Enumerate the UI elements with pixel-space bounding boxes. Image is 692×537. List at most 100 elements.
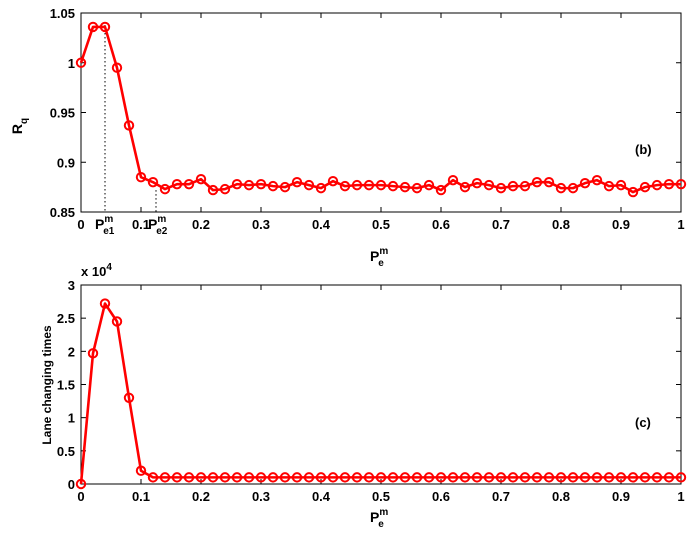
data-point: [123, 392, 135, 403]
data-point: [387, 472, 399, 483]
x-tick-label: 0.4: [312, 489, 331, 504]
data-point: [615, 179, 627, 191]
data-point: [99, 298, 111, 309]
x-tick-label: 0.1: [132, 217, 150, 232]
data-point: [459, 472, 471, 483]
x-tick-label: 0.5: [372, 489, 390, 504]
series-group: [75, 298, 687, 490]
data-point: [459, 181, 471, 193]
x-tick-label: 0.3: [252, 489, 270, 504]
data-point: [591, 174, 603, 186]
x-tick-label: 0.7: [492, 489, 510, 504]
data-point: [75, 478, 87, 490]
data-point: [243, 179, 255, 191]
data-point: [435, 184, 447, 196]
x-axis-label-sub: e: [378, 258, 384, 269]
data-point: [195, 472, 207, 483]
y-tick-label: 0: [68, 477, 75, 492]
y-tick-label: 1.5: [57, 378, 75, 393]
data-point: [363, 179, 375, 191]
data-point: [471, 177, 483, 189]
y-tick-label: 0.9: [57, 155, 75, 170]
data-point: [171, 472, 183, 483]
x-tick-label: 0: [77, 217, 84, 232]
data-point: [399, 472, 411, 483]
data-point: [255, 178, 267, 190]
multiplier-label: x 104: [81, 262, 112, 279]
data-point: [231, 472, 243, 483]
data-point: [507, 180, 519, 192]
y-axis-label: Lane changing times: [40, 325, 54, 445]
data-point: [483, 179, 495, 191]
data-point: [279, 181, 291, 193]
data-point: [603, 472, 615, 483]
annotation-label-main: P: [95, 216, 104, 232]
x-axis-label-main: P: [370, 509, 379, 525]
x-tick-label: 0.9: [612, 217, 630, 232]
data-point: [123, 120, 135, 131]
data-point: [615, 472, 627, 483]
data-point: [147, 472, 159, 483]
data-point: [327, 175, 339, 187]
annotation-label-sup: m: [104, 214, 113, 225]
data-point: [495, 182, 507, 194]
annotation-label: Pm e2: [148, 214, 168, 237]
x-tick-label: 0.6: [432, 217, 450, 232]
x-axis-label: Pm e: [370, 246, 388, 269]
data-point: [675, 178, 687, 190]
chart-panel-b: 0 0.1 0.2 0.3 0.4 0.5 0.6 0.7 0.8 0.9 1 0.85 0.9 0.95…: [9, 6, 687, 269]
data-point: [171, 178, 183, 190]
x-tick-label: 0.6: [432, 489, 450, 504]
data-point: [639, 181, 651, 193]
data-point: [135, 171, 147, 183]
data-point: [663, 472, 675, 483]
data-point: [75, 57, 87, 68]
data-point: [363, 472, 375, 483]
chart-panel-c: 0 0.1 0.2 0.3 0.4 0.5 0.6 0.7 0.8 0.9 1 0 0.5 1 1.5 2 2.…: [40, 262, 687, 530]
y-tick-label: 1: [68, 56, 75, 71]
data-point: [603, 180, 615, 192]
data-point: [207, 184, 219, 196]
y-axis-label-sub: q: [19, 118, 30, 124]
data-point: [675, 472, 687, 483]
x-tick-label: 0.8: [552, 217, 570, 232]
x-tick-label: 0.4: [312, 217, 331, 232]
data-point: [423, 472, 435, 483]
data-point: [303, 472, 315, 483]
data-point: [519, 472, 531, 483]
data-point: [579, 177, 591, 189]
data-point: [471, 472, 483, 483]
data-point: [291, 472, 303, 483]
data-point: [303, 179, 315, 191]
y-tick-label: 3: [68, 278, 75, 293]
annotation-label: Pm e1: [95, 214, 115, 237]
multiplier-main: x 10: [81, 264, 106, 279]
data-point: [207, 472, 219, 483]
y-tick-label: 2.5: [57, 311, 75, 326]
data-point: [87, 348, 99, 359]
x-tick-label: 0.7: [492, 217, 510, 232]
data-point: [519, 180, 531, 192]
data-point: [567, 182, 579, 194]
data-point: [243, 472, 255, 483]
x-tick-label: 0.1: [132, 489, 150, 504]
x-axis-label-sub: e: [378, 519, 384, 530]
x-tick-label: 0: [77, 489, 84, 504]
data-point: [375, 179, 387, 191]
data-point: [375, 472, 387, 483]
y-tick-label: 0.95: [50, 106, 75, 121]
x-tick-label: 0.5: [372, 217, 390, 232]
data-point: [447, 174, 459, 186]
x-axis-label: Pm e: [370, 507, 388, 530]
data-point: [579, 472, 591, 483]
x-tick-label: 0.3: [252, 217, 270, 232]
panel-label: (b): [635, 142, 652, 157]
data-point: [531, 472, 543, 483]
x-axis-label-sup: m: [379, 246, 388, 257]
y-axis-label: Rq: [9, 118, 30, 134]
series-line: [79, 302, 681, 485]
annotation-label-sub: e2: [156, 226, 168, 237]
data-point: [555, 182, 567, 194]
data-point: [399, 181, 411, 193]
data-point: [543, 176, 555, 188]
